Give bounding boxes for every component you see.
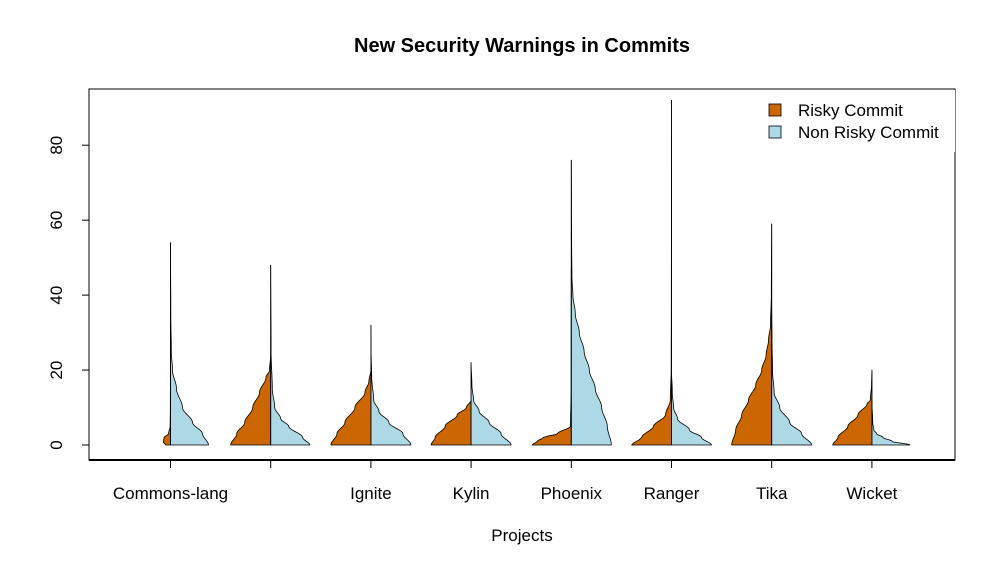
chart-title: New Security Warnings in Commits: [354, 35, 690, 57]
x-tick-label: Wicket: [846, 484, 897, 503]
y-axis: 0 20 40 60 80: [47, 136, 89, 450]
legend-label: Non Risky Commit: [798, 123, 939, 142]
legend-swatch: [768, 125, 782, 139]
x-tick-label: Tika: [756, 484, 788, 503]
legend-swatch: [768, 103, 782, 117]
y-tick-label: 20: [47, 361, 66, 380]
non-risky-violin-half: [470, 362, 512, 446]
risky-violin-half: [330, 369, 372, 446]
non-risky-violin-half: [570, 159, 612, 446]
legend: Risky Commit Non Risky Commit: [757, 90, 955, 152]
y-tick-label: 80: [47, 136, 66, 155]
y-tick-label: 60: [47, 211, 66, 230]
x-tick-label: Ignite: [350, 484, 392, 503]
legend-background: [757, 90, 955, 152]
x-axis-label: Projects: [491, 526, 552, 545]
risky-violin-half: [731, 223, 773, 446]
non-risky-violin-half: [671, 369, 712, 446]
risky-violin-half: [531, 268, 572, 446]
non-risky-violin-half: [370, 324, 412, 446]
y-tick-label: 40: [47, 286, 66, 305]
risky-violin-half: [230, 354, 272, 446]
x-tick-label: Commons-lang: [113, 484, 228, 503]
x-tick-label: Ranger: [644, 484, 700, 503]
non-risky-violin-half: [270, 264, 311, 446]
risky-violin-half: [430, 399, 472, 446]
non-risky-violin-half: [871, 399, 911, 446]
x-axis: Commons-lang Ignite Kylin Phoenix Ranger Tika…: [113, 460, 898, 503]
x-tick-label: Kylin: [453, 484, 490, 503]
legend-label: Risky Commit: [798, 101, 903, 120]
risky-violin-half: [832, 369, 873, 446]
non-risky-violin-half: [771, 313, 813, 446]
risky-violin-half: [162, 324, 171, 446]
non-risky-violin-half: [170, 242, 209, 446]
x-tick-label: Phoenix: [541, 484, 603, 503]
risky-violin-half: [631, 99, 672, 446]
y-tick-label: 0: [47, 440, 66, 449]
violin-group: [162, 99, 911, 446]
